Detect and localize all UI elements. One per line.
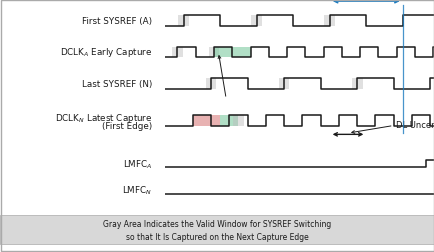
Bar: [220, 115, 238, 126]
Bar: [172, 47, 183, 58]
Bar: [278, 79, 289, 89]
Bar: [0, 215, 434, 244]
Bar: [178, 16, 188, 26]
Bar: [192, 115, 220, 126]
Text: DCLK$_A$ Early Capture: DCLK$_A$ Early Capture: [60, 46, 152, 59]
Text: First SYSREF (A): First SYSREF (A): [82, 17, 152, 26]
Bar: [214, 47, 250, 58]
Text: DCLK$_N$ Latest Capture: DCLK$_N$ Latest Capture: [55, 111, 152, 124]
Text: Gray Area Indicates the Valid Window for SYSREF Switching
so that It Is Captured: Gray Area Indicates the Valid Window for…: [103, 219, 331, 241]
Bar: [324, 16, 334, 26]
Text: Last SYSREF (N): Last SYSREF (N): [82, 80, 152, 89]
Text: LMFC$_A$: LMFC$_A$: [122, 158, 152, 170]
Bar: [208, 47, 219, 58]
Bar: [205, 79, 216, 89]
Bar: [251, 16, 261, 26]
Text: DL Uncertainty: DL Uncertainty: [395, 120, 434, 129]
Text: LMFC$_N$: LMFC$_N$: [122, 184, 152, 197]
Bar: [233, 115, 243, 126]
Bar: [351, 79, 362, 89]
Text: (First Edge): (First Edge): [102, 121, 152, 130]
